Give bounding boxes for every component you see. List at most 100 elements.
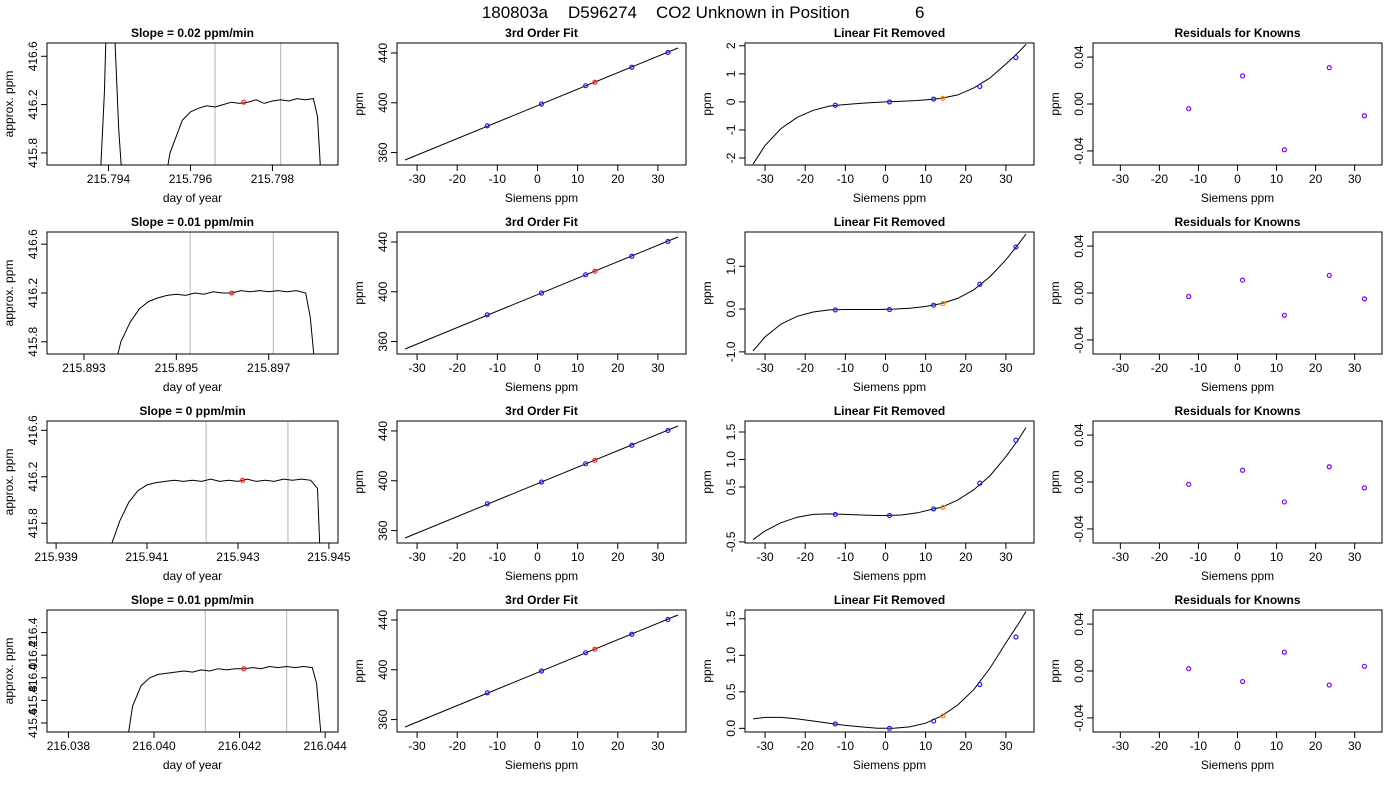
plot-area bbox=[1186, 649, 1368, 688]
data-point-known bbox=[629, 442, 635, 448]
x-tick-label: -20 bbox=[1151, 739, 1169, 753]
x-tick-label: 20 bbox=[611, 361, 625, 375]
x-tick-label: -10 bbox=[837, 361, 855, 375]
x-axis-label: day of year bbox=[163, 191, 222, 205]
y-axis: -0.04 0.00 0.04 bbox=[1072, 423, 1093, 543]
y-axis: -0.04 0.00 0.04 bbox=[1072, 612, 1093, 732]
x-tick-label: 215.798 bbox=[251, 172, 295, 186]
data-point-residual bbox=[1326, 682, 1332, 688]
x-tick-label: 0 bbox=[534, 172, 541, 186]
x-axis-label: day of year bbox=[163, 758, 222, 772]
y-axis: 360 400 440 bbox=[376, 43, 397, 163]
x-tick-label: 10 bbox=[919, 172, 933, 186]
series-line-curve bbox=[752, 427, 1027, 541]
plot-area bbox=[111, 421, 321, 543]
x-tick-label: 30 bbox=[999, 739, 1013, 753]
data-point-known bbox=[931, 302, 937, 308]
x-tick-label: 10 bbox=[919, 361, 933, 375]
series-line-fit bbox=[404, 236, 679, 350]
series-line-fit bbox=[404, 425, 679, 539]
y-axis-label: ppm bbox=[1048, 281, 1062, 304]
y-axis-label: approx. ppm bbox=[2, 449, 16, 516]
x-tick-label: 30 bbox=[651, 361, 665, 375]
y-tick-label: 0.04 bbox=[1072, 45, 1086, 69]
x-tick-label: 0 bbox=[1234, 361, 1241, 375]
panel-title: Linear Fit Removed bbox=[834, 404, 945, 418]
panel-title: Residuals for Knowns bbox=[1174, 404, 1300, 418]
x-axis-label: day of year bbox=[163, 380, 222, 394]
panel-title: Linear Fit Removed bbox=[834, 593, 945, 607]
x-tick-label: 10 bbox=[571, 361, 585, 375]
x-tick-label: 20 bbox=[1309, 172, 1323, 186]
x-axis: 215.794 215.796 215.798 bbox=[87, 165, 295, 186]
x-tick-label: -10 bbox=[1190, 550, 1208, 564]
y-axis-label: approx. ppm bbox=[2, 260, 16, 327]
plot-frame bbox=[396, 420, 687, 544]
data-point-known bbox=[538, 479, 545, 485]
x-tick-label: 20 bbox=[959, 172, 973, 186]
panel-r4-c2: 3rd Order Fit Siemens ppm ppm -30 -20 -10 0 10 2… bbox=[352, 593, 687, 772]
panel-r2-c1: Slope = 0.01 ppm/min day of year approx. p… bbox=[2, 215, 339, 394]
data-point-residual bbox=[1281, 312, 1287, 318]
x-tick-label: 20 bbox=[611, 739, 625, 753]
data-point-known bbox=[1013, 634, 1019, 640]
x-tick-label: 216.044 bbox=[303, 739, 347, 753]
x-tick-label: 20 bbox=[1309, 550, 1323, 564]
y-tick-label: 416.2 bbox=[26, 461, 40, 491]
y-axis: -2 -1 0 1 2 bbox=[724, 42, 745, 163]
x-tick-label: 30 bbox=[999, 172, 1013, 186]
y-tick-label: 0.5 bbox=[724, 478, 738, 495]
data-point-known bbox=[583, 461, 589, 467]
x-tick-label: -10 bbox=[489, 172, 507, 186]
data-point-known bbox=[583, 650, 589, 656]
x-tick-label: -30 bbox=[408, 550, 426, 564]
data-point-known bbox=[886, 99, 893, 105]
data-point-known bbox=[583, 272, 589, 278]
panel-r3-c4: Residuals for Knowns Siemens ppm ppm -30 -20… bbox=[1048, 404, 1383, 583]
y-tick-label: 400 bbox=[376, 659, 390, 679]
x-axis-label: Siemens ppm bbox=[853, 380, 926, 394]
plot-frame bbox=[1092, 42, 1383, 166]
data-point-residual bbox=[1281, 499, 1287, 505]
x-axis: 215.939 215.941 215.943 215.945 bbox=[34, 543, 351, 564]
panel-r2-c3: Linear Fit Removed Siemens ppm ppm -30 -20 -1… bbox=[700, 215, 1035, 394]
x-tick-label: -10 bbox=[1190, 172, 1208, 186]
plot-frame bbox=[46, 609, 339, 733]
y-axis: 0.0 0.5 1.0 1.5 bbox=[724, 610, 745, 737]
x-axis: -30 -20 -10 0 10 20 30 bbox=[1112, 543, 1362, 564]
y-axis-label: ppm bbox=[700, 659, 714, 682]
x-tick-label: 215.897 bbox=[247, 361, 291, 375]
plot-frame bbox=[1092, 420, 1383, 544]
y-axis: 360 400 440 bbox=[376, 232, 397, 352]
data-point-residual bbox=[1186, 293, 1192, 300]
y-tick-label: -1.0 bbox=[724, 341, 738, 362]
x-axis: 215.893 215.895 215.897 bbox=[62, 354, 291, 375]
y-tick-label: 1.5 bbox=[724, 610, 738, 627]
data-point-known bbox=[629, 253, 635, 259]
plot-frame bbox=[744, 420, 1035, 544]
data-point-residual bbox=[1326, 464, 1332, 470]
x-tick-label: -10 bbox=[1190, 739, 1208, 753]
x-tick-label: 20 bbox=[959, 361, 973, 375]
data-point-average bbox=[239, 477, 246, 483]
y-tick-label: 0.0 bbox=[724, 300, 738, 317]
plot-frame bbox=[46, 420, 339, 544]
data-point-residual bbox=[1239, 678, 1246, 685]
y-axis: 360 400 440 bbox=[376, 610, 397, 730]
y-tick-label: 1.0 bbox=[724, 258, 738, 275]
x-tick-label: -10 bbox=[489, 550, 507, 564]
y-tick-label: 1.0 bbox=[724, 451, 738, 468]
data-point-known bbox=[538, 668, 545, 674]
plot-area bbox=[128, 610, 322, 732]
x-axis-label: Siemens ppm bbox=[853, 758, 926, 772]
figure-title-desc: CO2 Unknown in Position bbox=[656, 3, 850, 22]
data-point-residual bbox=[1239, 277, 1246, 283]
y-tick-label: 360 bbox=[376, 520, 390, 540]
y-tick-label: 360 bbox=[376, 709, 390, 729]
y-axis-label: approx. ppm bbox=[2, 638, 16, 705]
x-axis-label: Siemens ppm bbox=[853, 569, 926, 583]
x-tick-label: 10 bbox=[1270, 172, 1284, 186]
data-point-known bbox=[886, 725, 893, 731]
series-line-signal bbox=[111, 478, 321, 543]
panel-title: Slope = 0.02 ppm/min bbox=[131, 26, 254, 40]
